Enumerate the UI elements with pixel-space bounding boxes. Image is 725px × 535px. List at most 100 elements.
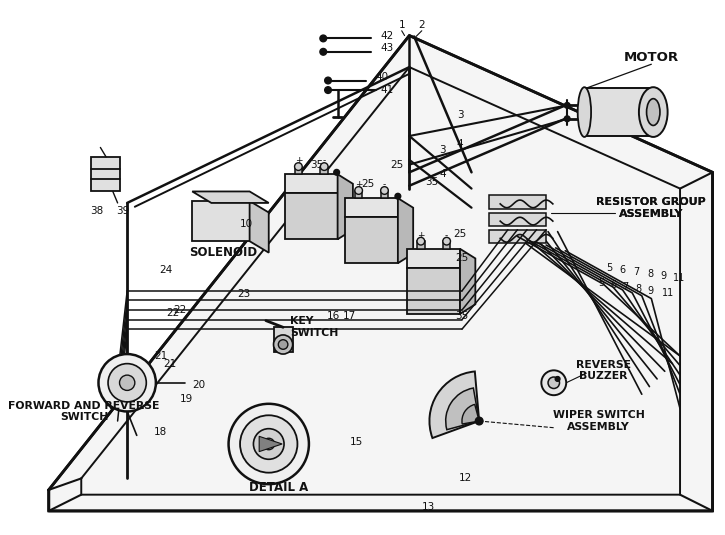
Text: 11: 11 bbox=[673, 272, 685, 282]
Polygon shape bbox=[122, 375, 137, 391]
Circle shape bbox=[240, 415, 297, 473]
Circle shape bbox=[443, 238, 450, 245]
Circle shape bbox=[294, 163, 302, 171]
Circle shape bbox=[320, 163, 328, 171]
Text: 25: 25 bbox=[455, 254, 468, 263]
Text: 40: 40 bbox=[376, 72, 389, 82]
Polygon shape bbox=[407, 249, 460, 268]
Text: 3: 3 bbox=[457, 110, 463, 120]
Circle shape bbox=[564, 116, 570, 121]
Circle shape bbox=[108, 364, 146, 402]
Polygon shape bbox=[489, 212, 546, 226]
Text: 8: 8 bbox=[635, 284, 641, 294]
Text: 7: 7 bbox=[622, 282, 629, 292]
Circle shape bbox=[263, 438, 275, 450]
Text: -: - bbox=[323, 156, 326, 165]
Circle shape bbox=[228, 404, 309, 484]
Text: 6: 6 bbox=[620, 265, 626, 275]
Polygon shape bbox=[381, 190, 389, 198]
Text: 17: 17 bbox=[342, 311, 356, 321]
Wedge shape bbox=[462, 404, 479, 424]
Text: 25: 25 bbox=[390, 159, 404, 170]
Text: 23: 23 bbox=[237, 289, 251, 299]
Text: 19: 19 bbox=[180, 394, 193, 404]
Circle shape bbox=[325, 77, 331, 84]
Circle shape bbox=[355, 187, 362, 194]
Text: FORWARD AND REVERSE
SWITCH: FORWARD AND REVERSE SWITCH bbox=[9, 401, 159, 422]
Circle shape bbox=[278, 340, 288, 349]
Polygon shape bbox=[407, 268, 460, 314]
Text: 24: 24 bbox=[159, 265, 172, 275]
Polygon shape bbox=[345, 198, 398, 217]
Text: KEY
SWITCH: KEY SWITCH bbox=[290, 317, 338, 338]
Circle shape bbox=[564, 103, 570, 108]
Text: 16: 16 bbox=[327, 311, 341, 321]
Text: 38: 38 bbox=[90, 205, 103, 216]
Text: 35: 35 bbox=[425, 177, 438, 187]
Circle shape bbox=[254, 429, 284, 459]
Text: 7: 7 bbox=[633, 267, 639, 277]
Text: 25: 25 bbox=[453, 228, 467, 239]
Ellipse shape bbox=[578, 87, 591, 137]
Text: 15: 15 bbox=[350, 437, 363, 447]
Circle shape bbox=[320, 49, 326, 55]
Text: 35: 35 bbox=[455, 311, 468, 321]
Text: 9: 9 bbox=[647, 286, 653, 296]
Circle shape bbox=[334, 170, 339, 175]
Polygon shape bbox=[91, 157, 120, 192]
Text: MOTOR: MOTOR bbox=[624, 51, 679, 64]
Circle shape bbox=[548, 377, 560, 388]
Text: 42: 42 bbox=[381, 30, 394, 41]
Polygon shape bbox=[192, 192, 269, 203]
Circle shape bbox=[320, 35, 326, 42]
Text: 5: 5 bbox=[606, 263, 613, 273]
Polygon shape bbox=[249, 201, 269, 253]
Circle shape bbox=[476, 417, 483, 425]
Polygon shape bbox=[398, 198, 413, 263]
Text: 25: 25 bbox=[362, 179, 375, 189]
Ellipse shape bbox=[639, 87, 668, 137]
Polygon shape bbox=[285, 193, 338, 239]
Text: 43: 43 bbox=[381, 43, 394, 53]
Text: 35: 35 bbox=[310, 159, 323, 170]
Text: 14: 14 bbox=[262, 454, 276, 464]
Polygon shape bbox=[192, 201, 249, 241]
Text: 9: 9 bbox=[660, 271, 667, 281]
Text: REVERSE
BUZZER: REVERSE BUZZER bbox=[576, 360, 631, 381]
Circle shape bbox=[555, 377, 560, 381]
Text: -: - bbox=[445, 231, 448, 240]
Text: RESISTOR GROUP
ASSEMBLY: RESISTOR GROUP ASSEMBLY bbox=[597, 197, 706, 218]
Text: DETAIL A: DETAIL A bbox=[249, 482, 308, 494]
Polygon shape bbox=[443, 241, 450, 249]
Polygon shape bbox=[417, 241, 425, 249]
Polygon shape bbox=[285, 174, 338, 193]
Text: RESISTOR GROUP
ASSEMBLY: RESISTOR GROUP ASSEMBLY bbox=[597, 197, 706, 218]
Text: 10: 10 bbox=[240, 219, 253, 229]
Polygon shape bbox=[460, 249, 476, 314]
Text: 8: 8 bbox=[647, 269, 653, 279]
Circle shape bbox=[99, 354, 156, 411]
Polygon shape bbox=[345, 217, 398, 263]
Text: SOLENOID: SOLENOID bbox=[188, 246, 257, 259]
Polygon shape bbox=[49, 35, 713, 511]
Text: 2: 2 bbox=[418, 20, 425, 30]
Text: 6: 6 bbox=[610, 280, 616, 290]
Polygon shape bbox=[320, 166, 328, 174]
Text: 18: 18 bbox=[154, 427, 167, 438]
Text: +: + bbox=[294, 156, 302, 165]
Text: WIPER SWITCH
ASSEMBLY: WIPER SWITCH ASSEMBLY bbox=[552, 410, 645, 432]
Polygon shape bbox=[338, 174, 353, 239]
Polygon shape bbox=[489, 230, 546, 243]
Text: +: + bbox=[417, 231, 425, 240]
Text: 4: 4 bbox=[457, 139, 463, 149]
Polygon shape bbox=[355, 190, 362, 198]
Text: 22: 22 bbox=[167, 308, 180, 318]
Text: +: + bbox=[355, 180, 362, 189]
Polygon shape bbox=[294, 166, 302, 174]
Polygon shape bbox=[273, 327, 293, 352]
Wedge shape bbox=[446, 388, 479, 430]
Text: 4: 4 bbox=[439, 169, 446, 179]
Text: 39: 39 bbox=[116, 205, 129, 216]
Circle shape bbox=[542, 370, 566, 395]
Text: -: - bbox=[383, 180, 386, 189]
